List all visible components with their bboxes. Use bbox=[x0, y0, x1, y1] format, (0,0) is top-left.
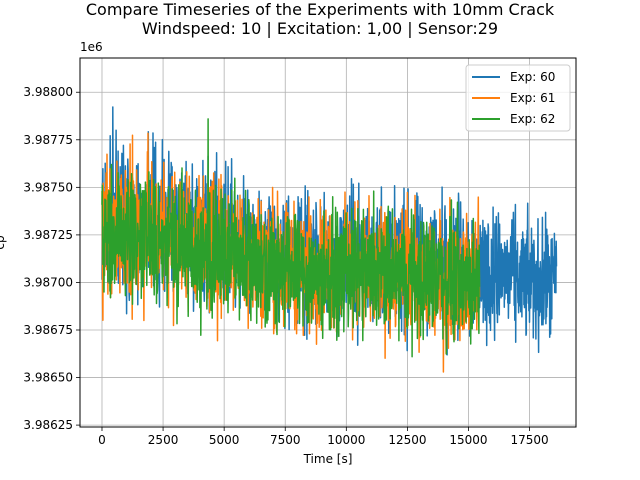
x-tick-label: 17500 bbox=[510, 433, 548, 447]
y-tick-label: 3.98750 bbox=[23, 180, 73, 194]
y-offset-label: 1e6 bbox=[80, 40, 103, 54]
y-axis-label: cp bbox=[0, 235, 7, 249]
x-tick-label: 2500 bbox=[148, 433, 179, 447]
axis-ticks: 0 2500 5000 7500 10000 12500 15000 17500 3.98625… bbox=[23, 85, 548, 447]
x-tick-label: 0 bbox=[98, 433, 106, 447]
chart-title: Compare Timeseries of the Experiments wi… bbox=[85, 0, 555, 19]
y-tick-label: 3.98675 bbox=[23, 323, 73, 337]
legend-label: Exp: 60 bbox=[510, 70, 555, 84]
legend-box bbox=[465, 64, 571, 132]
series-lines bbox=[101, 106, 558, 373]
legend: Exp: 60 Exp: 61 Exp: 62 bbox=[465, 64, 571, 132]
series-line bbox=[101, 118, 481, 358]
x-axis-label: Time [s] bbox=[303, 452, 353, 466]
chart-subtitle: Windspeed: 10 | Excitation: 1,00 | Senso… bbox=[141, 19, 499, 38]
y-tick-label: 3.98700 bbox=[23, 275, 73, 289]
x-tick-label: 15000 bbox=[449, 433, 487, 447]
x-tick-label: 5000 bbox=[209, 433, 240, 447]
x-tick-label: 12500 bbox=[388, 433, 426, 447]
y-tick-label: 3.98775 bbox=[23, 133, 73, 147]
y-tick-label: 3.98725 bbox=[23, 228, 73, 242]
legend-label: Exp: 62 bbox=[510, 112, 555, 126]
plot-frame bbox=[79, 57, 577, 428]
legend-label: Exp: 61 bbox=[510, 91, 555, 105]
y-tick-label: 3.98800 bbox=[23, 85, 73, 99]
x-tick-label: 10000 bbox=[327, 433, 365, 447]
x-tick-label: 7500 bbox=[270, 433, 301, 447]
y-tick-label: 3.98650 bbox=[23, 371, 73, 385]
y-tick-label: 3.98625 bbox=[23, 418, 73, 432]
